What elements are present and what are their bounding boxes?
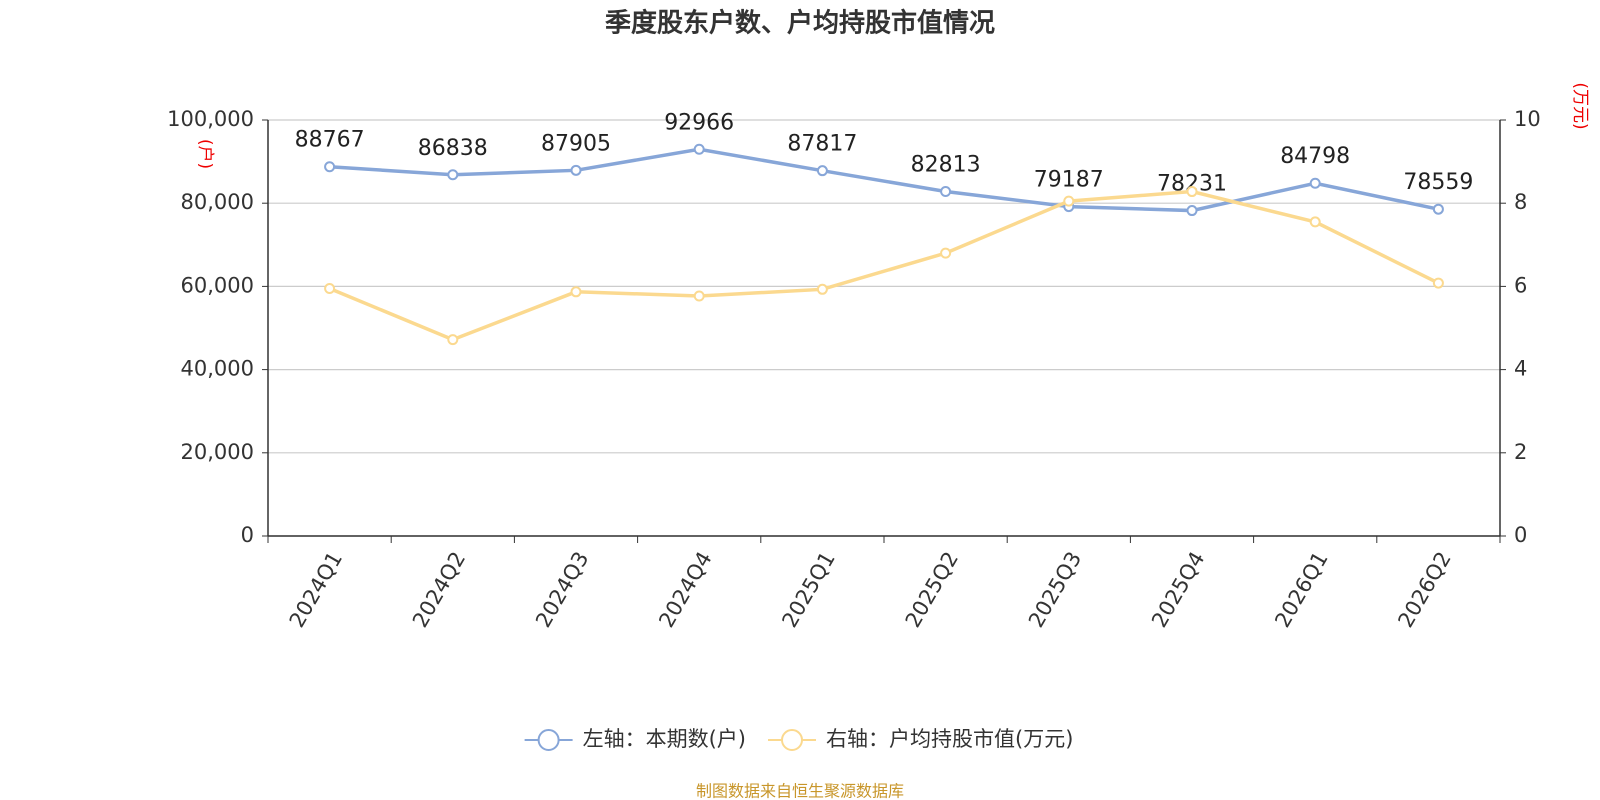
legend-marker	[537, 729, 560, 751]
series-marker	[1186, 205, 1198, 217]
y2-tick-label: 6	[1514, 273, 1527, 297]
series-marker	[324, 161, 336, 173]
series-line	[329, 147, 1439, 213]
series-marker	[1063, 195, 1075, 207]
y-tick-label: 100,000	[167, 107, 254, 131]
chart-title: 季度股东户数、户均持股市值情况	[605, 8, 995, 39]
series-marker	[570, 286, 582, 298]
series-marker	[693, 290, 705, 302]
data-label: 78559	[1403, 170, 1473, 195]
series-marker	[816, 283, 828, 295]
series-marker	[693, 143, 705, 155]
series-marker	[447, 169, 459, 181]
y2-tick-label: 2	[1514, 440, 1527, 464]
series-marker	[447, 334, 459, 346]
series-marker	[570, 164, 582, 176]
series-marker	[1186, 186, 1198, 198]
series-marker	[816, 165, 828, 177]
data-label: 82813	[911, 152, 981, 177]
data-label: 88767	[295, 128, 365, 153]
y2-tick-label: 0	[1514, 523, 1527, 547]
data-label: 87817	[787, 132, 857, 157]
y2-tick-label: 8	[1514, 190, 1527, 214]
data-label: 92966	[664, 110, 734, 135]
y2-axis-unit: (万元)	[1570, 82, 1590, 129]
y-tick-label: 0	[241, 523, 254, 547]
series-marker	[940, 185, 952, 197]
legend-marker	[781, 729, 803, 751]
source-note: 制图数据来自恒生聚源数据库	[696, 782, 904, 800]
y-axis-unit: (户)	[195, 139, 215, 169]
series-marker	[324, 282, 336, 294]
data-label: 84798	[1280, 144, 1350, 169]
legend-label: 右轴：户均持股市值(万元)	[826, 727, 1073, 751]
y-tick-label: 60,000	[181, 273, 254, 297]
y2-tick-label: 10	[1514, 107, 1541, 131]
y2-tick-label: 4	[1514, 357, 1527, 381]
series-line	[328, 189, 1440, 342]
data-label: 87905	[541, 131, 611, 156]
y-tick-label: 80,000	[181, 190, 254, 214]
series-marker	[1432, 277, 1444, 289]
series-marker	[940, 247, 952, 259]
y-tick-label: 40,000	[181, 357, 254, 381]
data-label: 86838	[418, 136, 488, 161]
legend-label: 左轴：本期数(户)	[583, 727, 746, 751]
series-marker	[1309, 177, 1321, 189]
data-label: 79187	[1034, 168, 1104, 193]
series-marker	[1309, 216, 1321, 228]
series-marker	[1432, 203, 1444, 215]
y-tick-label: 20,000	[181, 440, 254, 464]
